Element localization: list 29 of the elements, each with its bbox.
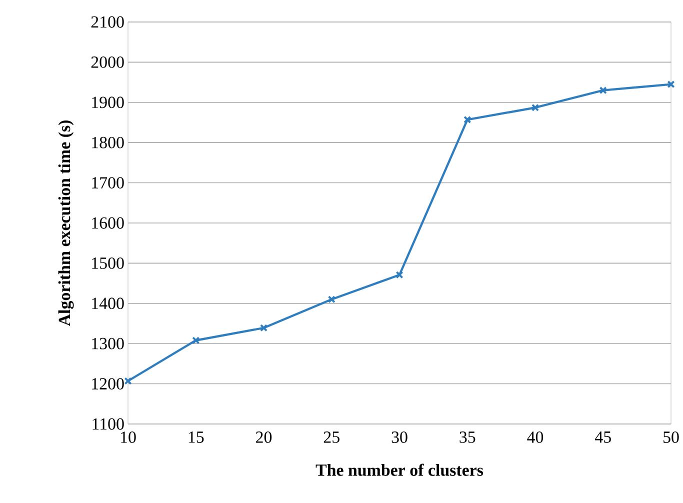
x-tick-label: 20 [256, 432, 272, 443]
y-tick-label: 1100 [92, 418, 124, 430]
y-tick-label: 1200 [92, 378, 124, 390]
point [464, 116, 472, 124]
y-tick-label: 2100 [91, 16, 124, 28]
point [599, 86, 607, 94]
y-axis-title: Algorithm execution time (s) [58, 120, 74, 326]
point [192, 336, 200, 344]
y-tick-label: 2000 [91, 56, 124, 68]
x-tick-label: 10 [121, 432, 136, 443]
y-tick-label: 1700 [92, 177, 124, 189]
x-tick-label: 30 [392, 432, 408, 443]
x-tick-label: 45 [594, 432, 611, 443]
x-tick-label: 35 [460, 432, 476, 443]
point [328, 296, 336, 304]
x-tick-label: 25 [324, 432, 340, 443]
x-axis-title: The number of clusters [316, 464, 484, 476]
y-tick-label: 1600 [92, 217, 124, 229]
point [396, 271, 404, 279]
y-tick-label: 1900 [92, 96, 124, 108]
x-tick-label: 50 [664, 432, 679, 443]
y-tick-label: 1800 [92, 136, 124, 148]
point [531, 104, 540, 112]
point [260, 324, 268, 332]
y-tick-label: 1500 [92, 257, 124, 269]
x-tick-label: 15 [188, 432, 204, 443]
y-tick-label: 1400 [92, 298, 124, 310]
x-tick-label: 40 [527, 432, 544, 443]
y-tick-label: 1300 [92, 338, 124, 350]
